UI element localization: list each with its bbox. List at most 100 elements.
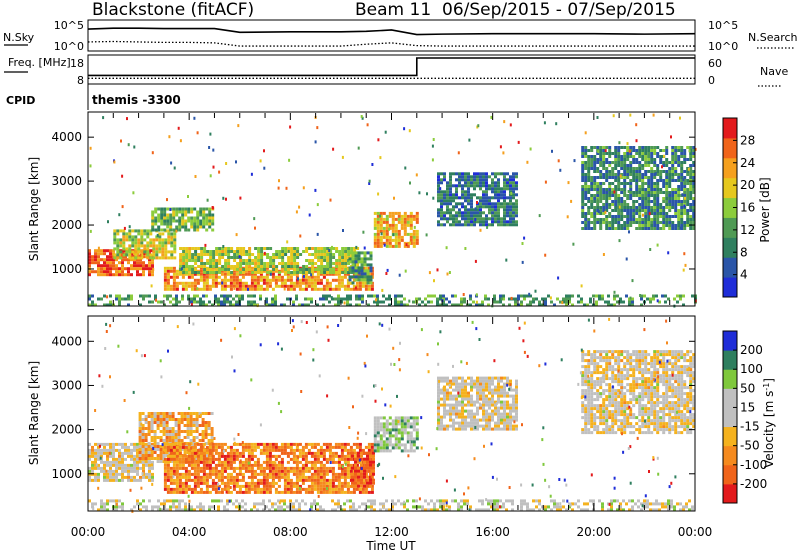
power-cell bbox=[334, 303, 337, 307]
power-cell bbox=[415, 214, 419, 218]
power-cell bbox=[149, 241, 153, 245]
power-cell bbox=[412, 232, 416, 236]
power-cell bbox=[692, 152, 696, 155]
velocity-cell bbox=[103, 472, 106, 476]
power-cell bbox=[644, 194, 648, 197]
power-cell bbox=[128, 235, 132, 239]
velocity-cell bbox=[307, 469, 311, 473]
velocity-cell bbox=[271, 448, 275, 452]
power-cell bbox=[122, 232, 126, 236]
power-cell bbox=[668, 200, 672, 203]
power-cell bbox=[608, 173, 612, 176]
power-cell bbox=[366, 281, 370, 285]
power-scatter-cell bbox=[180, 267, 183, 271]
power-cell bbox=[500, 193, 503, 197]
power-cell bbox=[656, 197, 660, 200]
velocity-cell bbox=[235, 442, 239, 446]
velocity-cell bbox=[220, 490, 224, 494]
velocity-cell bbox=[159, 445, 163, 448]
power-cell bbox=[136, 273, 139, 277]
power-scatter-cell bbox=[366, 123, 369, 127]
velocity-cell bbox=[355, 442, 359, 446]
velocity-cell bbox=[163, 472, 167, 476]
velocity-cell bbox=[271, 454, 275, 458]
power-cell bbox=[193, 287, 197, 291]
velocity-cell bbox=[304, 478, 308, 482]
power-scatter-cell bbox=[656, 243, 659, 247]
velocity-cell bbox=[229, 472, 233, 476]
power-scatter-cell bbox=[140, 238, 143, 241]
velocity-cell bbox=[204, 436, 208, 439]
power-cell bbox=[308, 268, 312, 271]
velocity-cell bbox=[364, 469, 368, 473]
velocity-cell bbox=[313, 466, 317, 470]
power-cell bbox=[253, 281, 257, 285]
velocity-cell bbox=[156, 457, 160, 460]
power-cell bbox=[464, 223, 467, 227]
velocity-cell bbox=[226, 484, 230, 488]
velocity-cell bbox=[322, 472, 326, 476]
velocity-cell bbox=[307, 448, 311, 452]
velocity-cell bbox=[337, 460, 341, 464]
power-cell bbox=[304, 287, 308, 291]
velocity-cell bbox=[253, 490, 257, 494]
power-cell bbox=[665, 203, 669, 206]
velocity-cell bbox=[259, 466, 263, 470]
power-scatter-cell bbox=[173, 166, 176, 170]
velocity-cell bbox=[283, 484, 287, 488]
power-cell bbox=[541, 297, 544, 301]
power-cell bbox=[124, 273, 127, 277]
power-cell bbox=[506, 211, 509, 215]
power-cell bbox=[508, 303, 511, 307]
power-cell bbox=[346, 294, 349, 298]
power-scatter-cell bbox=[357, 146, 360, 150]
power-cell bbox=[151, 228, 155, 232]
power-cell bbox=[440, 217, 443, 221]
power-cell bbox=[488, 184, 491, 188]
power-cell bbox=[173, 256, 177, 260]
power-cell bbox=[581, 215, 585, 218]
power-cell bbox=[350, 271, 354, 274]
power-cell bbox=[106, 249, 109, 253]
power-scatter-cell bbox=[237, 124, 240, 128]
power-cell bbox=[188, 247, 192, 250]
velocity-cell bbox=[250, 478, 254, 482]
velocity-cell bbox=[310, 442, 314, 446]
power-cell bbox=[497, 223, 500, 227]
velocity-cell bbox=[91, 478, 94, 482]
power-cell bbox=[439, 297, 442, 301]
power-cell bbox=[590, 167, 594, 170]
power-cell bbox=[632, 194, 636, 197]
power-cell bbox=[308, 259, 312, 262]
power-cell bbox=[683, 179, 687, 182]
power-scatter-cell bbox=[209, 132, 212, 136]
power-cell bbox=[506, 178, 509, 182]
power-cell bbox=[245, 259, 249, 262]
power-cell bbox=[265, 287, 269, 291]
power-cell bbox=[605, 170, 609, 173]
power-cell bbox=[194, 256, 198, 259]
power-cell bbox=[635, 218, 639, 221]
power-cell bbox=[290, 253, 294, 256]
velocity-cell bbox=[241, 466, 245, 470]
velocity-cell bbox=[211, 460, 215, 464]
velocity-cell bbox=[286, 472, 290, 476]
power-cell bbox=[196, 287, 200, 291]
power-cell bbox=[674, 227, 678, 230]
power-cell bbox=[494, 187, 497, 191]
power-cell bbox=[116, 232, 120, 236]
power-cell bbox=[332, 247, 336, 250]
power-cell bbox=[254, 268, 258, 271]
power-cell bbox=[662, 170, 666, 173]
power-cell bbox=[346, 281, 350, 285]
velocity-cell bbox=[289, 481, 293, 485]
power-cell bbox=[149, 244, 153, 248]
power-cell bbox=[253, 278, 257, 282]
velocity-cell bbox=[199, 466, 203, 470]
power-cell bbox=[133, 258, 136, 262]
velocity-cell bbox=[106, 472, 109, 476]
power-cell bbox=[470, 217, 473, 221]
velocity-cell bbox=[187, 442, 191, 446]
velocity-cell bbox=[138, 454, 142, 457]
velocity-cell bbox=[169, 454, 173, 458]
